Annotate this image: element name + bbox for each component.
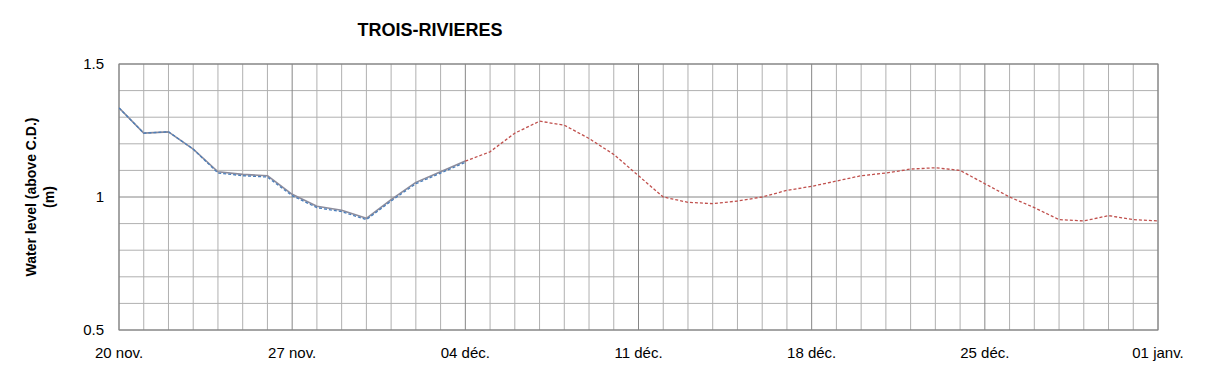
- y-axis-label: Water level (above C.D.): [23, 118, 39, 277]
- chart: 20 nov. 27 nov. 04 déc. 11 déc. 18 déc. 25 dé…: [0, 0, 1209, 378]
- plot-frame: [119, 64, 1158, 330]
- series-line: [465, 121, 1158, 221]
- x-tick-label: 27 nov.: [268, 344, 316, 361]
- series-line: [119, 108, 465, 218]
- background: [0, 0, 1209, 378]
- x-tick-label: 25 déc.: [960, 344, 1009, 361]
- x-tick-label: 11 déc.: [614, 344, 662, 361]
- series-line: [119, 108, 465, 220]
- x-tick-label: 18 déc.: [787, 344, 836, 361]
- x-tick-label: 20 nov.: [95, 344, 143, 361]
- grid: [119, 64, 1158, 330]
- y-tick-label: 1.5: [83, 55, 104, 72]
- title: TROIS-RIVIERES: [357, 20, 502, 40]
- y-tick-label: 0.5: [83, 321, 104, 338]
- x-tick-label: 01 janv.: [1132, 344, 1183, 361]
- x-tick-label: 04 déc.: [441, 344, 490, 361]
- y-tick-label: 1: [96, 188, 104, 205]
- series-group: [119, 108, 1158, 221]
- grid-line: [119, 197, 1158, 198]
- y-axis-label: (m): [41, 186, 57, 208]
